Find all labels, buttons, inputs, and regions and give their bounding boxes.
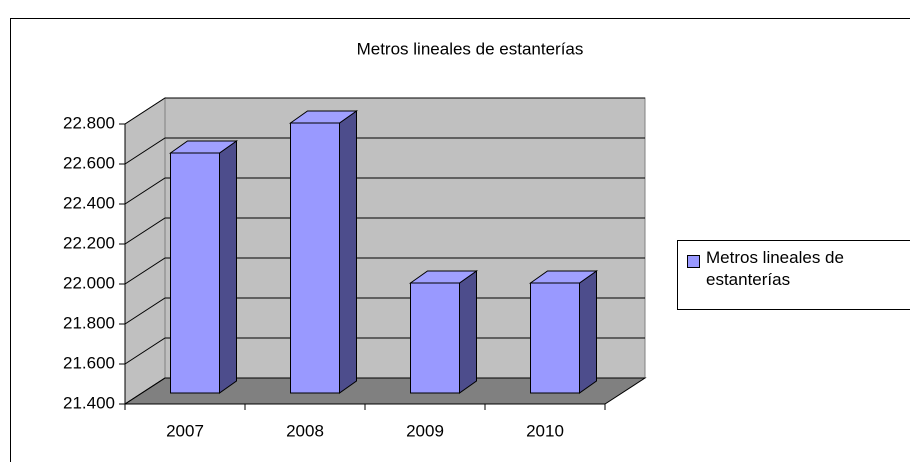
legend-label: Metros lineales de estanterías — [706, 248, 844, 289]
bar — [528, 270, 599, 394]
grid-line — [124, 297, 645, 325]
bar-front — [410, 282, 460, 394]
grid-line — [124, 97, 645, 125]
bar-front — [530, 282, 580, 394]
chart-title: Metros lineales de estanterías — [357, 39, 584, 58]
x-tick-label: 2008 — [286, 421, 324, 440]
bar — [168, 140, 239, 394]
bar-front — [290, 122, 340, 394]
y-tick-label: 21.600 — [63, 353, 115, 372]
y-tick-label: 21.800 — [63, 313, 115, 332]
grid-line — [124, 377, 645, 405]
y-tick-label: 22.200 — [63, 233, 115, 252]
grid-line — [124, 217, 645, 245]
x-tick-label: 2007 — [166, 421, 204, 440]
legend-swatch — [687, 255, 700, 268]
grid-line — [124, 137, 645, 165]
legend: Metros lineales de estanterías — [677, 240, 910, 310]
y-tick-label: 22.800 — [63, 113, 115, 132]
bar-side — [339, 110, 357, 394]
grid-line — [124, 177, 645, 205]
y-tick-label: 21.400 — [63, 393, 115, 412]
bar-front — [170, 152, 220, 394]
bar — [408, 270, 479, 394]
bar-side — [219, 140, 237, 394]
side-wall — [124, 97, 166, 405]
grid-line — [124, 337, 645, 365]
grid-line — [124, 257, 645, 285]
bar — [288, 110, 359, 394]
y-tick-label: 22.000 — [63, 273, 115, 292]
y-tick-label: 22.400 — [63, 193, 115, 212]
bar-side — [579, 270, 597, 394]
bar-side — [459, 270, 477, 394]
x-tick-label: 2009 — [406, 421, 444, 440]
x-tick-label: 2010 — [526, 421, 564, 440]
y-tick-label: 22.600 — [63, 153, 115, 172]
